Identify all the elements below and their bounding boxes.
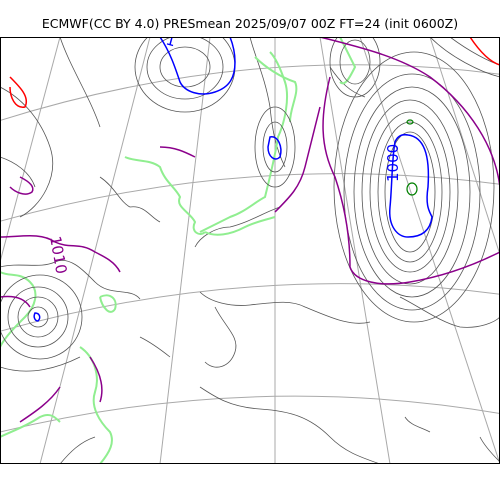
coast-china (0, 271, 37, 348)
isobar-high (9, 37, 500, 108)
low-centres (406, 119, 418, 196)
isobar-1000 (33, 37, 433, 322)
coast-taiwan (99, 294, 117, 313)
longitude-line (359, 37, 500, 464)
coast-japan-south (204, 216, 276, 236)
coastline-green (0, 37, 357, 464)
contour-label-1010: 1010 (46, 235, 70, 276)
contour-label-1000: 1000 (384, 144, 402, 182)
weather-map: 1010 1000 1 (0, 37, 500, 464)
longitude-line (429, 37, 500, 257)
latitude-line (0, 395, 500, 433)
coast-korea (124, 156, 206, 235)
latitude-line (0, 173, 500, 222)
latitude-line (0, 283, 500, 332)
coast-sakhalin (339, 37, 357, 85)
longitude-line (319, 37, 391, 464)
longitude-line (159, 37, 211, 464)
coastline-grey (0, 37, 500, 464)
coast-indochina (0, 413, 61, 438)
coast-japan-honshu (199, 51, 288, 233)
isobars (0, 37, 500, 372)
graticule (0, 37, 500, 464)
isobar-1010 (0, 37, 500, 423)
longitude-line (0, 37, 61, 264)
coast-philippines (79, 346, 113, 464)
longitude-line (39, 37, 151, 464)
map-title: ECMWF(CC BY 4.0) PRESmean 2025/09/07 00Z… (41, 16, 459, 31)
map-border (0, 37, 500, 464)
coast-hokkaido (254, 56, 298, 123)
latitude-line (0, 64, 500, 122)
